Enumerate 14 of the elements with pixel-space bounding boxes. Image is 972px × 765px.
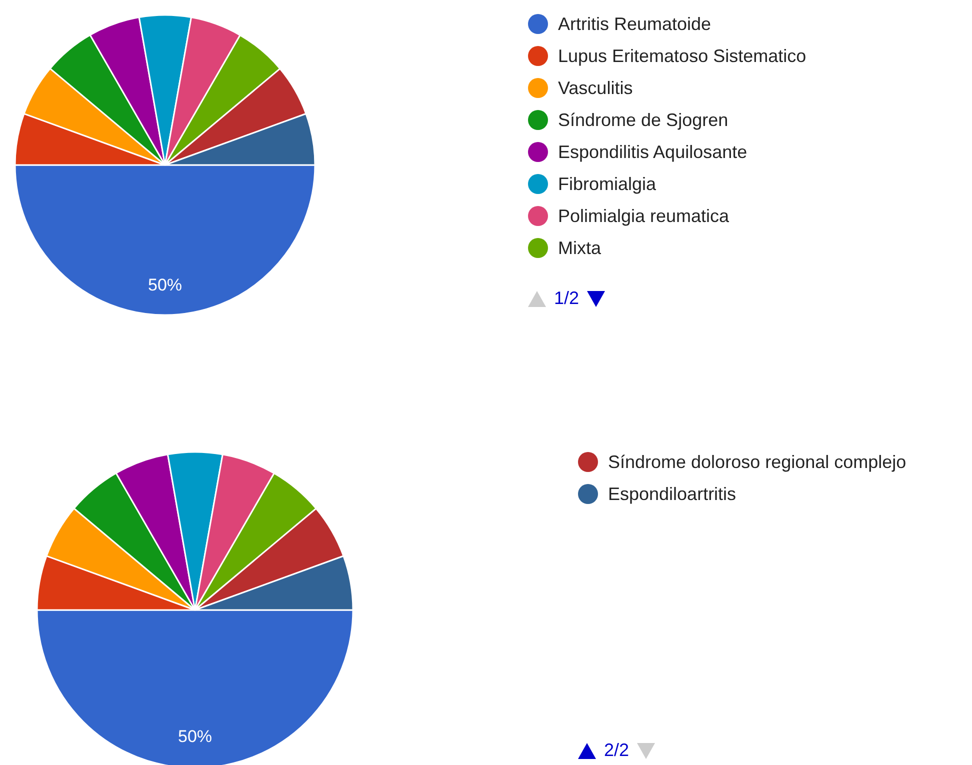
legend-label: Síndrome doloroso regional complejo [608,452,906,472]
text: 2/2 [604,740,630,761]
legend-label: Espondilitis Aquilosante [558,142,748,162]
text: 1/2 [554,288,580,309]
legend-label: Síndrome de Sjogren [558,110,728,130]
data-label: 50% [178,726,212,746]
legend-label: Polimialgia reumatica [558,206,730,226]
legend-label: Espondiloartritis [608,484,736,504]
legend-label: Vasculitis [558,78,633,98]
legend-label: Artritis Reumatoide [558,14,712,34]
legend-label: Fibromialgia [558,174,656,194]
legend-label: Mixta [558,238,602,258]
data-label: 50% [148,276,182,294]
legend-label: Lupus Eritematoso Sistematico [558,46,806,66]
